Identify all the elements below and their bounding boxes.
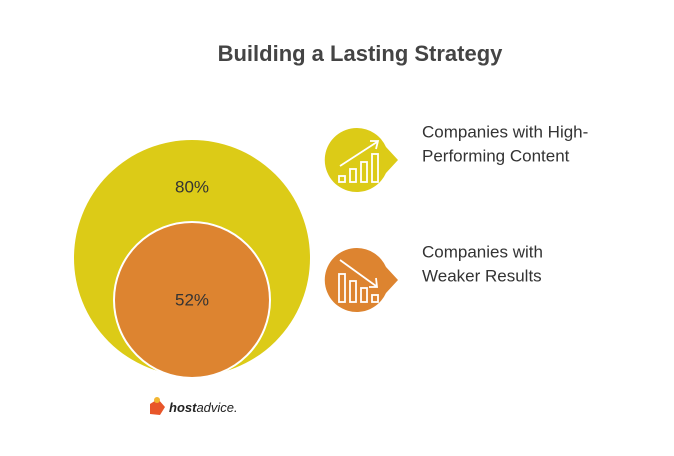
logo: hostadvice.: [150, 397, 238, 415]
outer-value: 80%: [175, 177, 209, 196]
label-line: Companies with: [422, 242, 543, 261]
title: Building a Lasting Strategy: [218, 41, 504, 66]
inner-value: 52%: [175, 290, 209, 309]
inner-circle: [113, 221, 271, 379]
label-line: Performing Content: [422, 146, 570, 165]
label-line: Weaker Results: [422, 266, 542, 285]
icon-high: [324, 127, 398, 192]
brand: hostadvice.: [169, 400, 238, 415]
icon-weak: [324, 247, 398, 312]
brand-bold: host: [169, 400, 197, 415]
brand-rest: advice.: [196, 400, 237, 415]
label-line: Companies with High-: [422, 122, 588, 141]
